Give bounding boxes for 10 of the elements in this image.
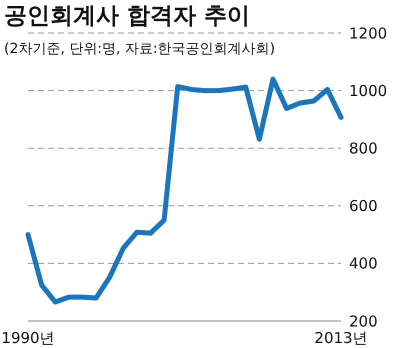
chart-title: 공인회계사 합격자 추이 <box>4 0 254 31</box>
x-tick-label: 1990년 <box>1 329 55 347</box>
y-tick-label: 800 <box>349 140 378 158</box>
y-tick-label: 400 <box>349 254 378 273</box>
y-tick-label: 1000 <box>349 82 388 100</box>
y-tick-label: 200 <box>349 312 378 330</box>
y-tick-label: 1200 <box>349 24 388 42</box>
x-tick-label: 2013년 <box>314 329 368 347</box>
y-tick-label: 600 <box>349 197 378 216</box>
text: (2차기준, 단위:명, 자료:한국공인회계사회) <box>4 40 276 58</box>
